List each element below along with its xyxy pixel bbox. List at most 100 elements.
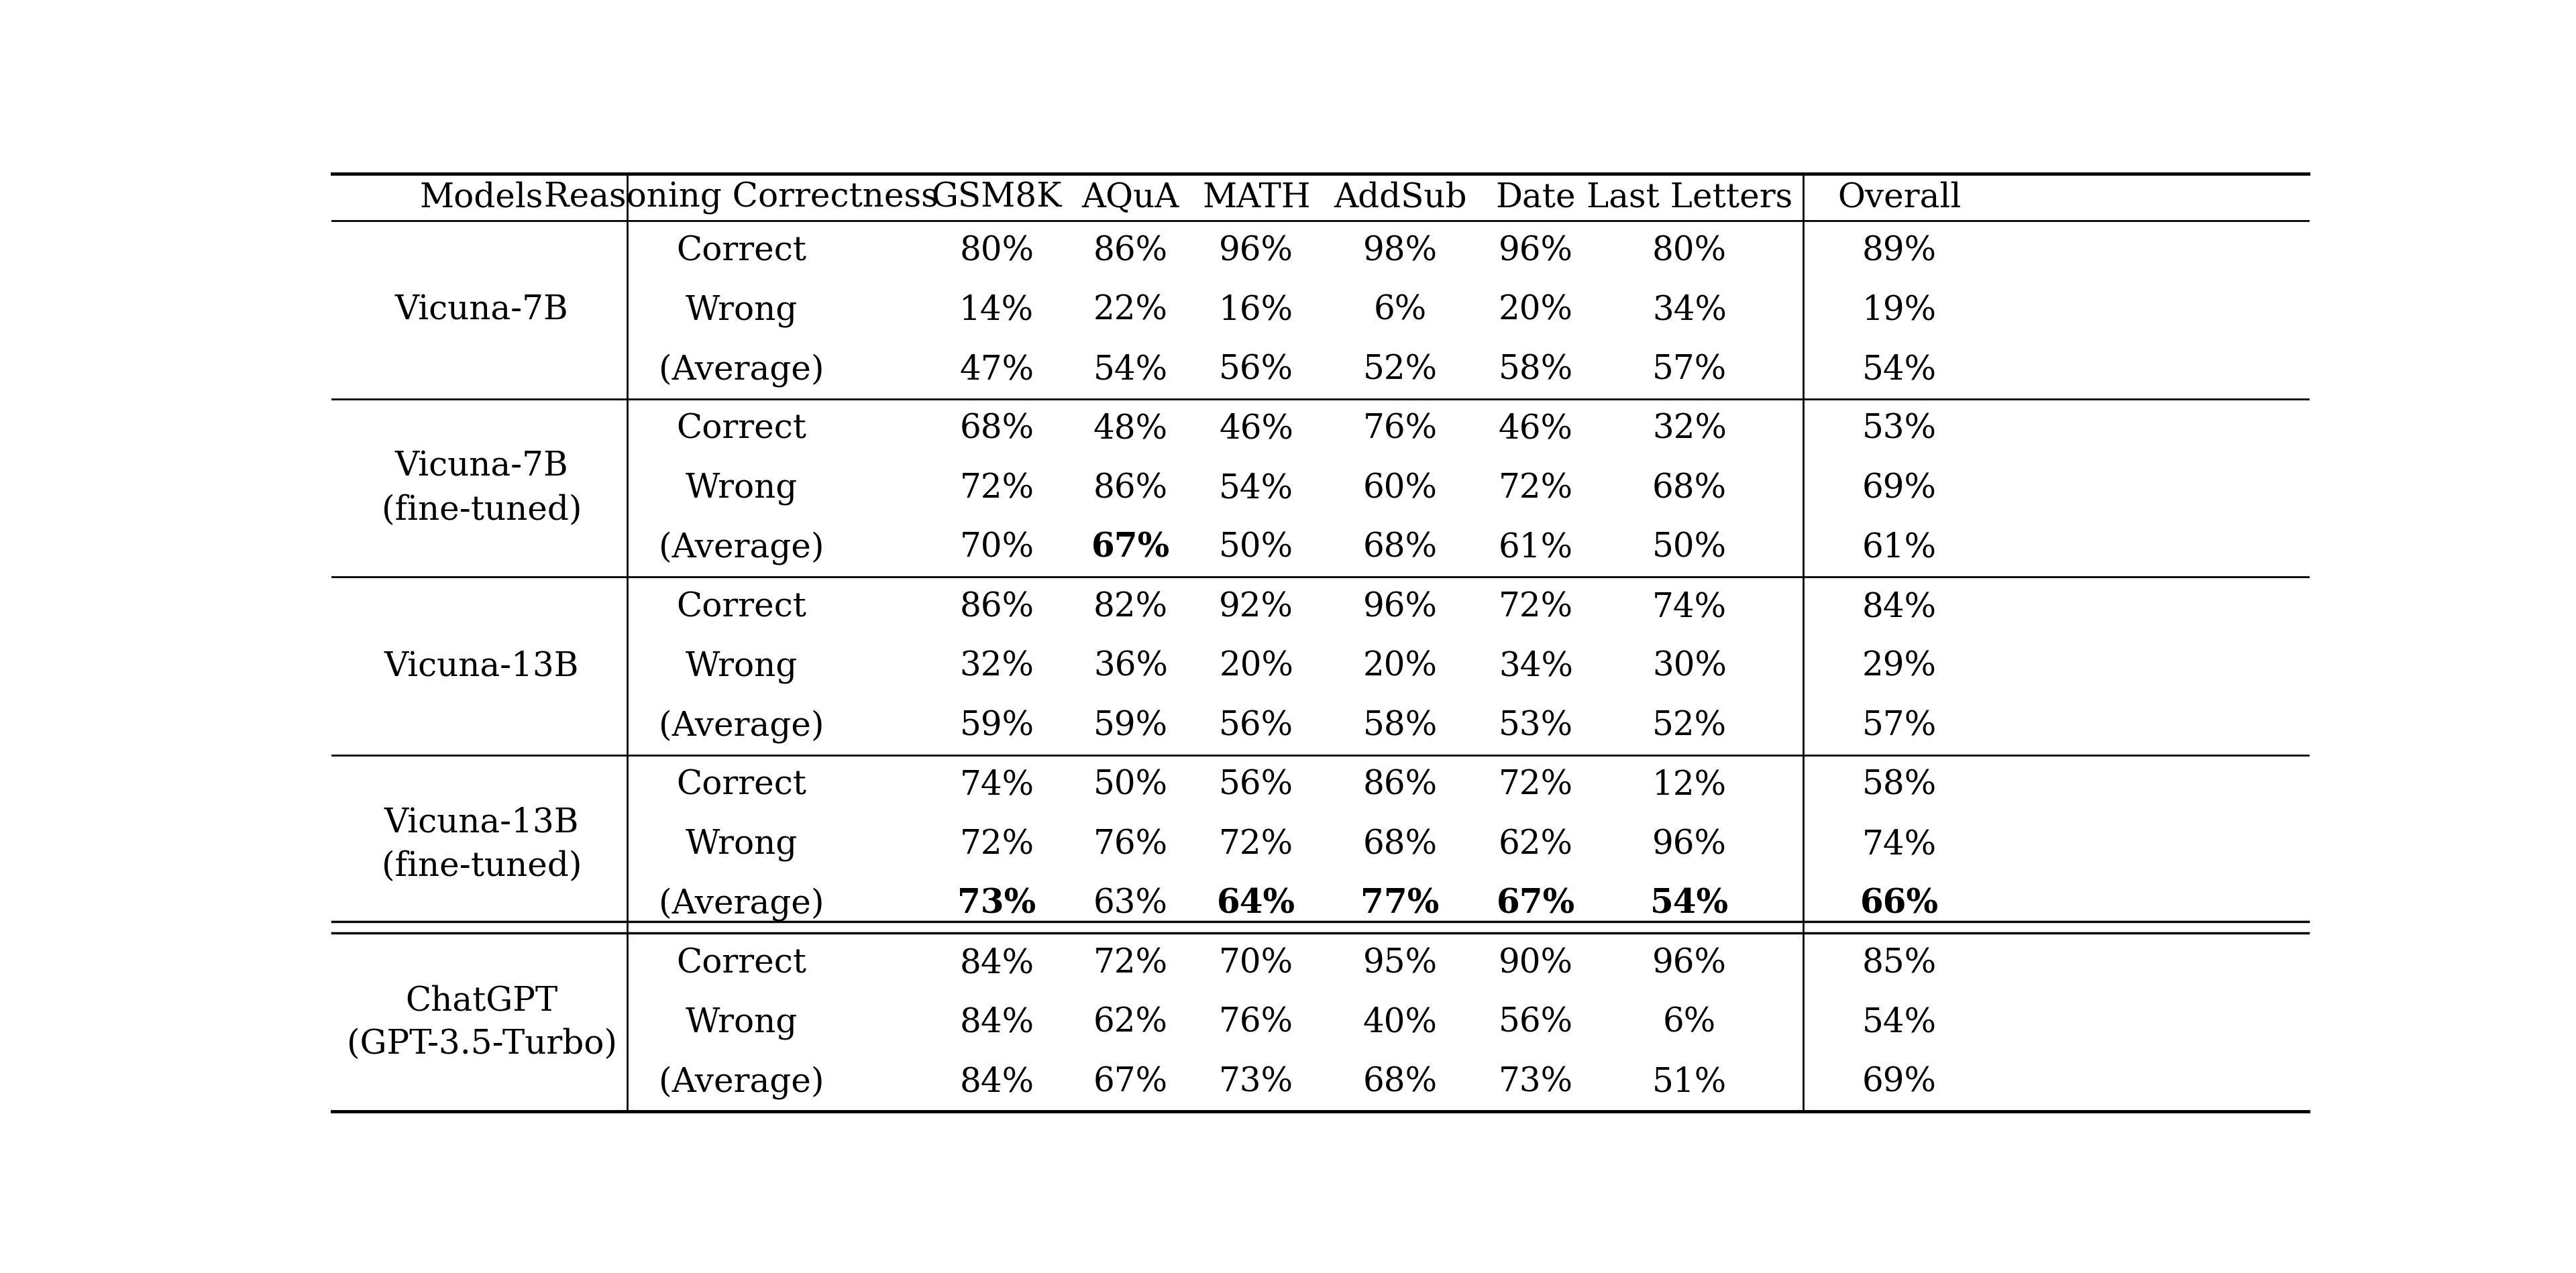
- Text: 58%: 58%: [1363, 709, 1437, 742]
- Text: Correct: Correct: [675, 769, 806, 802]
- Text: 19%: 19%: [1862, 294, 1937, 327]
- Text: 46%: 46%: [1499, 412, 1574, 446]
- Text: 69%: 69%: [1862, 1066, 1937, 1099]
- Text: 57%: 57%: [1651, 353, 1726, 386]
- Text: 96%: 96%: [1218, 234, 1293, 267]
- Text: 72%: 72%: [1499, 472, 1574, 505]
- Text: 86%: 86%: [1092, 472, 1167, 505]
- Text: 84%: 84%: [958, 1066, 1033, 1099]
- Text: 20%: 20%: [1218, 649, 1293, 684]
- Text: 61%: 61%: [1499, 531, 1574, 564]
- Text: 58%: 58%: [1862, 769, 1937, 802]
- Text: Wrong: Wrong: [685, 827, 799, 861]
- Text: 82%: 82%: [1092, 591, 1167, 624]
- Text: 74%: 74%: [1862, 827, 1937, 861]
- Text: 84%: 84%: [1862, 591, 1937, 624]
- Text: 54%: 54%: [1862, 353, 1937, 386]
- Text: 72%: 72%: [958, 472, 1033, 505]
- Text: 67%: 67%: [1092, 531, 1170, 564]
- Text: 34%: 34%: [1651, 294, 1726, 327]
- Text: 72%: 72%: [958, 827, 1033, 861]
- Text: 52%: 52%: [1363, 353, 1437, 386]
- Text: 53%: 53%: [1499, 709, 1574, 742]
- Text: 30%: 30%: [1651, 649, 1726, 684]
- Text: 95%: 95%: [1363, 947, 1437, 980]
- Text: 56%: 56%: [1499, 1006, 1574, 1039]
- Text: (Average): (Average): [659, 353, 824, 387]
- Text: Models: Models: [420, 181, 544, 214]
- Text: 92%: 92%: [1218, 591, 1293, 624]
- Text: 48%: 48%: [1092, 412, 1167, 446]
- Text: 6%: 6%: [1664, 1006, 1716, 1039]
- Text: 84%: 84%: [958, 1006, 1033, 1039]
- Text: 64%: 64%: [1216, 887, 1296, 920]
- Text: 72%: 72%: [1499, 769, 1574, 802]
- Text: 74%: 74%: [958, 769, 1033, 802]
- Text: Vicuna-13B: Vicuna-13B: [384, 649, 580, 684]
- Text: AddSub: AddSub: [1334, 181, 1466, 214]
- Text: 67%: 67%: [1497, 887, 1574, 920]
- Text: 50%: 50%: [1218, 531, 1293, 564]
- Text: 56%: 56%: [1218, 709, 1293, 742]
- Text: Vicuna-13B
(fine-tuned): Vicuna-13B (fine-tuned): [381, 806, 582, 882]
- Text: 59%: 59%: [1092, 709, 1167, 742]
- Text: 61%: 61%: [1862, 531, 1937, 564]
- Text: 70%: 70%: [958, 531, 1033, 564]
- Text: Vicuna-7B: Vicuna-7B: [394, 294, 569, 327]
- Text: 20%: 20%: [1363, 649, 1437, 684]
- Text: 51%: 51%: [1651, 1066, 1726, 1099]
- Text: 54%: 54%: [1651, 887, 1728, 920]
- Text: 86%: 86%: [958, 591, 1033, 624]
- Text: 60%: 60%: [1363, 472, 1437, 505]
- Text: 56%: 56%: [1218, 353, 1293, 386]
- Text: Wrong: Wrong: [685, 294, 799, 327]
- Text: GSM8K: GSM8K: [933, 181, 1061, 214]
- Text: Date: Date: [1497, 181, 1577, 214]
- Text: 96%: 96%: [1363, 591, 1437, 624]
- Text: 73%: 73%: [1218, 1066, 1293, 1099]
- Text: 36%: 36%: [1092, 649, 1167, 684]
- Text: 72%: 72%: [1499, 591, 1574, 624]
- Text: (Average): (Average): [659, 531, 824, 564]
- Text: 73%: 73%: [1499, 1066, 1574, 1099]
- Text: 86%: 86%: [1363, 769, 1437, 802]
- Text: 57%: 57%: [1862, 709, 1937, 742]
- Text: 54%: 54%: [1092, 353, 1167, 386]
- Text: 46%: 46%: [1218, 412, 1293, 446]
- Text: Wrong: Wrong: [685, 649, 799, 684]
- Text: 68%: 68%: [958, 412, 1033, 446]
- Text: 53%: 53%: [1862, 412, 1937, 446]
- Text: 56%: 56%: [1218, 769, 1293, 802]
- Text: 86%: 86%: [1092, 234, 1167, 267]
- Text: 34%: 34%: [1499, 649, 1574, 684]
- Text: (Average): (Average): [659, 887, 824, 920]
- Text: Correct: Correct: [675, 947, 806, 980]
- Text: 22%: 22%: [1092, 294, 1167, 327]
- Text: 98%: 98%: [1363, 234, 1437, 267]
- Text: AQuA: AQuA: [1082, 181, 1180, 214]
- Text: 70%: 70%: [1218, 947, 1293, 980]
- Text: 40%: 40%: [1363, 1006, 1437, 1039]
- Text: 96%: 96%: [1651, 827, 1726, 861]
- Text: (Average): (Average): [659, 709, 824, 742]
- Text: 16%: 16%: [1218, 294, 1293, 327]
- Text: 73%: 73%: [958, 887, 1036, 920]
- Text: Correct: Correct: [675, 412, 806, 446]
- Text: 47%: 47%: [958, 353, 1033, 386]
- Text: 85%: 85%: [1862, 947, 1937, 980]
- Text: Overall: Overall: [1837, 181, 1960, 214]
- Text: 6%: 6%: [1373, 294, 1427, 327]
- Text: 68%: 68%: [1363, 531, 1437, 564]
- Text: 54%: 54%: [1862, 1006, 1937, 1039]
- Text: 59%: 59%: [958, 709, 1033, 742]
- Text: 76%: 76%: [1363, 412, 1437, 446]
- Text: (Average): (Average): [659, 1066, 824, 1099]
- Text: Correct: Correct: [675, 234, 806, 267]
- Text: 12%: 12%: [1651, 769, 1726, 802]
- Text: 76%: 76%: [1218, 1006, 1293, 1039]
- Text: 76%: 76%: [1092, 827, 1167, 861]
- Text: Wrong: Wrong: [685, 472, 799, 505]
- Text: 14%: 14%: [958, 294, 1033, 327]
- Text: 84%: 84%: [958, 947, 1033, 980]
- Text: 52%: 52%: [1651, 709, 1726, 742]
